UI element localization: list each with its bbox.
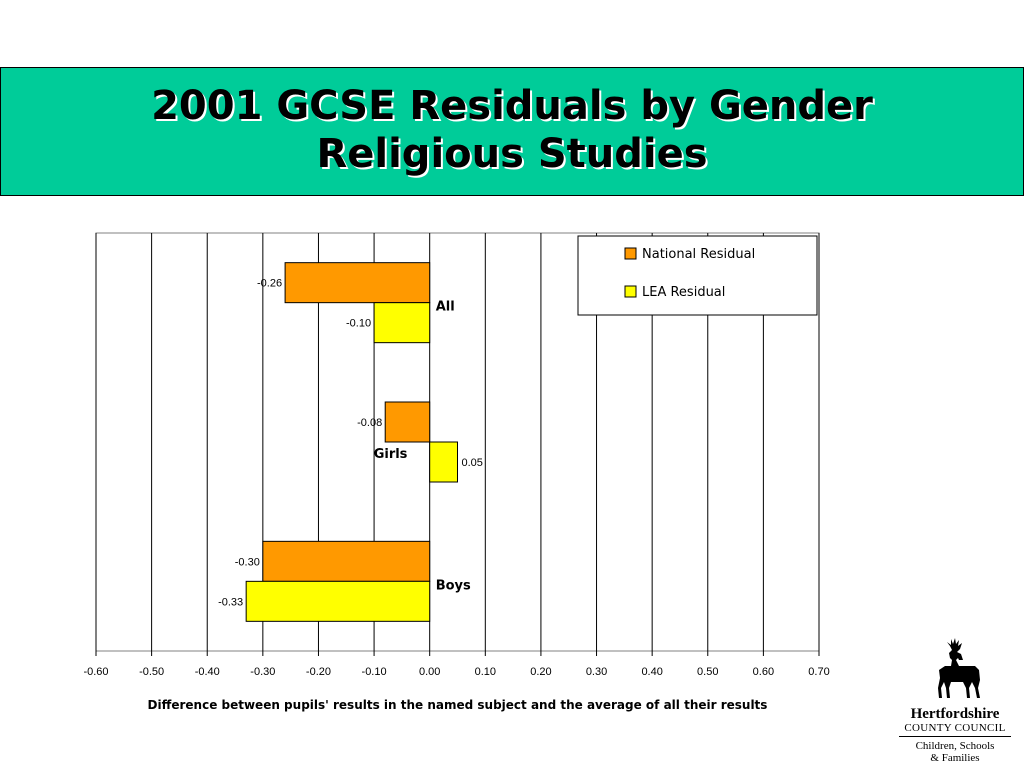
- logo-council: COUNTY COUNCIL: [904, 722, 1006, 734]
- data-label: -0.08: [357, 417, 382, 429]
- x-tick-label: 0.70: [808, 666, 829, 678]
- data-label: -0.26: [257, 278, 282, 290]
- legend-label: National Residual: [642, 247, 755, 262]
- x-tick-label: -0.10: [362, 666, 387, 678]
- page-title: 2001 GCSE Residuals by Gender: [151, 83, 873, 129]
- x-tick-label: 0.20: [530, 666, 551, 678]
- x-tick-label: 0.50: [697, 666, 718, 678]
- legend-swatch: [624, 285, 637, 298]
- x-tick-label: -0.40: [195, 666, 220, 678]
- bar-lea-residual: [429, 441, 459, 483]
- x-tick-label: 0.40: [641, 666, 662, 678]
- x-tick-label: -0.30: [250, 666, 275, 678]
- category-label: All: [436, 300, 455, 315]
- bar-national-residual: [384, 401, 431, 443]
- x-tick-label: -0.60: [83, 666, 108, 678]
- bar-national-residual: [284, 262, 431, 304]
- x-tick-label: 0.10: [475, 666, 496, 678]
- logo-name: Hertfordshire: [910, 706, 1000, 722]
- stag-icon: [938, 638, 980, 698]
- x-tick-label: -0.20: [306, 666, 331, 678]
- page-subtitle: Religious Studies: [316, 131, 708, 177]
- title-banner: 2001 GCSE Residuals by Gender Religious …: [0, 67, 1024, 196]
- bar-lea-residual: [373, 302, 431, 344]
- legend-label: LEA Residual: [642, 285, 725, 300]
- data-label: -0.10: [346, 318, 371, 330]
- legend-swatch: [624, 247, 637, 260]
- bar-lea-residual: [245, 580, 431, 622]
- x-tick-label: -0.50: [139, 666, 164, 678]
- hertfordshire-logo: Hertfordshire COUNTY COUNCIL Children, S…: [890, 636, 1020, 764]
- data-label: -0.30: [235, 556, 260, 568]
- logo-subtitle-1: Children, Schools: [915, 740, 995, 752]
- data-label: -0.33: [218, 596, 243, 608]
- x-axis-title: Difference between pupils' results in th…: [148, 698, 768, 712]
- legend-box: [577, 235, 818, 316]
- bar-national-residual: [262, 540, 431, 582]
- category-label: Girls: [374, 447, 408, 462]
- category-label: Boys: [436, 578, 471, 593]
- x-tick-label: 0.30: [586, 666, 607, 678]
- logo-divider: [899, 736, 1011, 737]
- x-tick-label: 0.60: [753, 666, 774, 678]
- data-label: 0.05: [462, 457, 483, 469]
- x-tick-label: 0.00: [419, 666, 440, 678]
- logo-subtitle-2: & Families: [930, 752, 980, 764]
